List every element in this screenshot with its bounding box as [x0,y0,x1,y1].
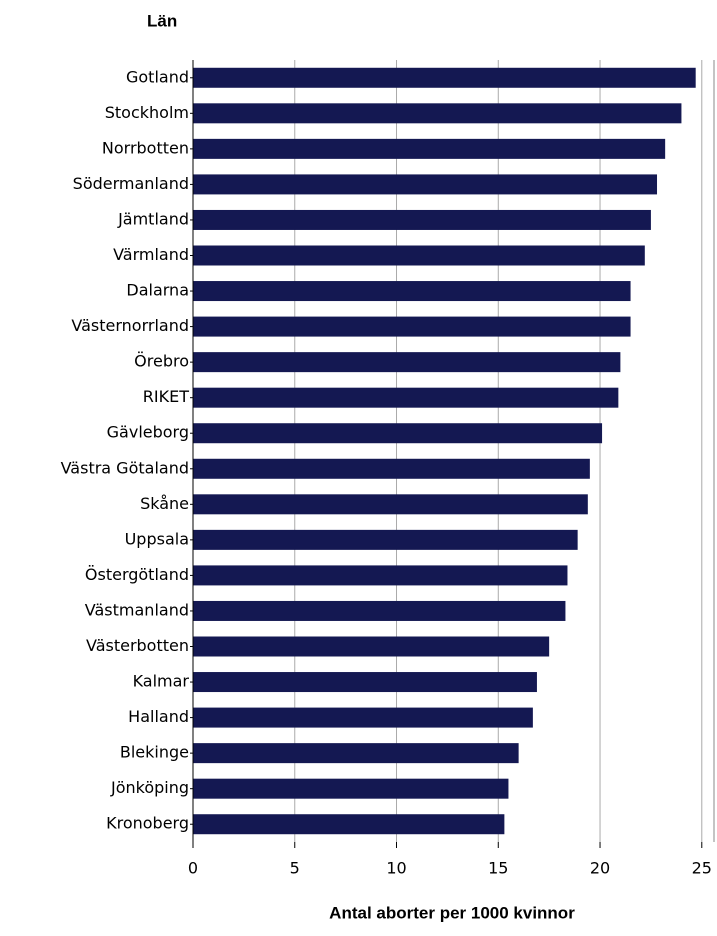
bar [193,281,631,302]
y-tick-label: Västerbotten [86,636,189,655]
y-tick-label: Västra Götaland [61,458,189,477]
y-tick-label: Västernorrland [71,316,189,335]
y-tick-label: Jönköping [110,778,189,797]
bar [193,209,651,230]
bar [193,458,590,479]
bar [193,138,666,159]
bar [193,672,537,693]
x-tick-label: 20 [590,859,610,878]
y-tick-label: Örebro [134,352,189,371]
bar [193,67,696,88]
y-tick-label: Skåne [140,494,189,513]
x-tick-label: 5 [290,859,300,878]
bar [193,707,533,728]
bar [193,778,509,799]
y-axis-title: Län [147,11,177,30]
bar [193,600,566,621]
y-tick-label: Jämtland [117,209,189,228]
y-tick-label: Norrbotten [102,138,189,157]
y-tick-label: Gävleborg [107,423,189,442]
y-tick-label: Blekinge [120,743,189,762]
x-tick-label: 0 [188,859,198,878]
bar [193,423,603,444]
y-tick-label: Stockholm [105,103,189,122]
y-tick-label: Kalmar [133,672,190,691]
bar [193,387,619,408]
x-tick-label: 25 [692,859,712,878]
bar [193,636,550,657]
bar [193,565,568,586]
y-tick-label: RIKET [143,387,189,406]
y-tick-label: Gotland [126,67,189,86]
y-tick-label: Uppsala [125,529,189,548]
y-tick-label: Kronoberg [106,814,189,833]
x-tick-label: 10 [386,859,406,878]
bar [193,103,682,124]
x-tick-label: 15 [488,859,508,878]
bar [193,174,658,195]
y-tick-label: Södermanland [73,174,189,193]
y-tick-label: Östergötland [85,565,189,584]
bar [193,245,645,266]
bar [193,352,621,373]
bar [193,494,588,515]
bar [193,743,519,764]
bar [193,316,631,337]
y-tick-label: Värmland [113,245,189,264]
y-tick-label: Dalarna [126,281,189,300]
x-axis-title: Antal aborter per 1000 kvinnor [329,903,575,922]
bar [193,814,505,835]
y-tick-label: Västmanland [85,600,189,619]
bar [193,529,578,550]
y-tick-label: Halland [128,707,189,726]
